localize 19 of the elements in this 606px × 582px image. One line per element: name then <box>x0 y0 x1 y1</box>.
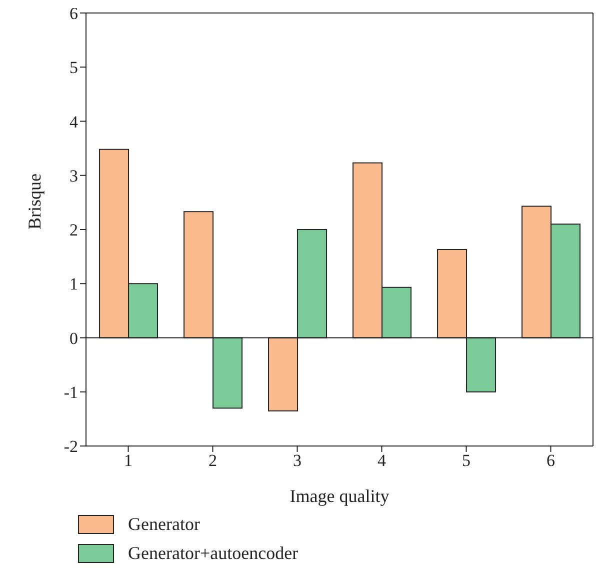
y-axis-title: Brisque <box>24 173 44 230</box>
x-axis-title: Image quality <box>290 486 390 506</box>
y-tick-label: 4 <box>70 112 78 132</box>
y-tick-label: 6 <box>70 4 78 24</box>
legend-label: Generator <box>128 514 200 535</box>
x-tick-label: 6 <box>546 451 555 470</box>
legend-label: Generator+autoencoder <box>128 543 298 564</box>
y-tick-label: -2 <box>64 437 78 456</box>
x-tick-label: 1 <box>124 451 132 470</box>
x-tick-label: 4 <box>378 451 386 470</box>
x-tick-label: 5 <box>462 451 470 470</box>
y-tick-label: -1 <box>64 382 78 402</box>
x-tick-label: 2 <box>208 451 217 470</box>
x-tick-label: 3 <box>293 451 302 470</box>
y-tick-label: 1 <box>70 274 78 294</box>
y-tick-label: 5 <box>70 58 78 78</box>
y-tick-label: 3 <box>70 166 78 186</box>
y-tick-label: 2 <box>70 220 78 240</box>
y-tick-label: 0 <box>70 328 78 348</box>
